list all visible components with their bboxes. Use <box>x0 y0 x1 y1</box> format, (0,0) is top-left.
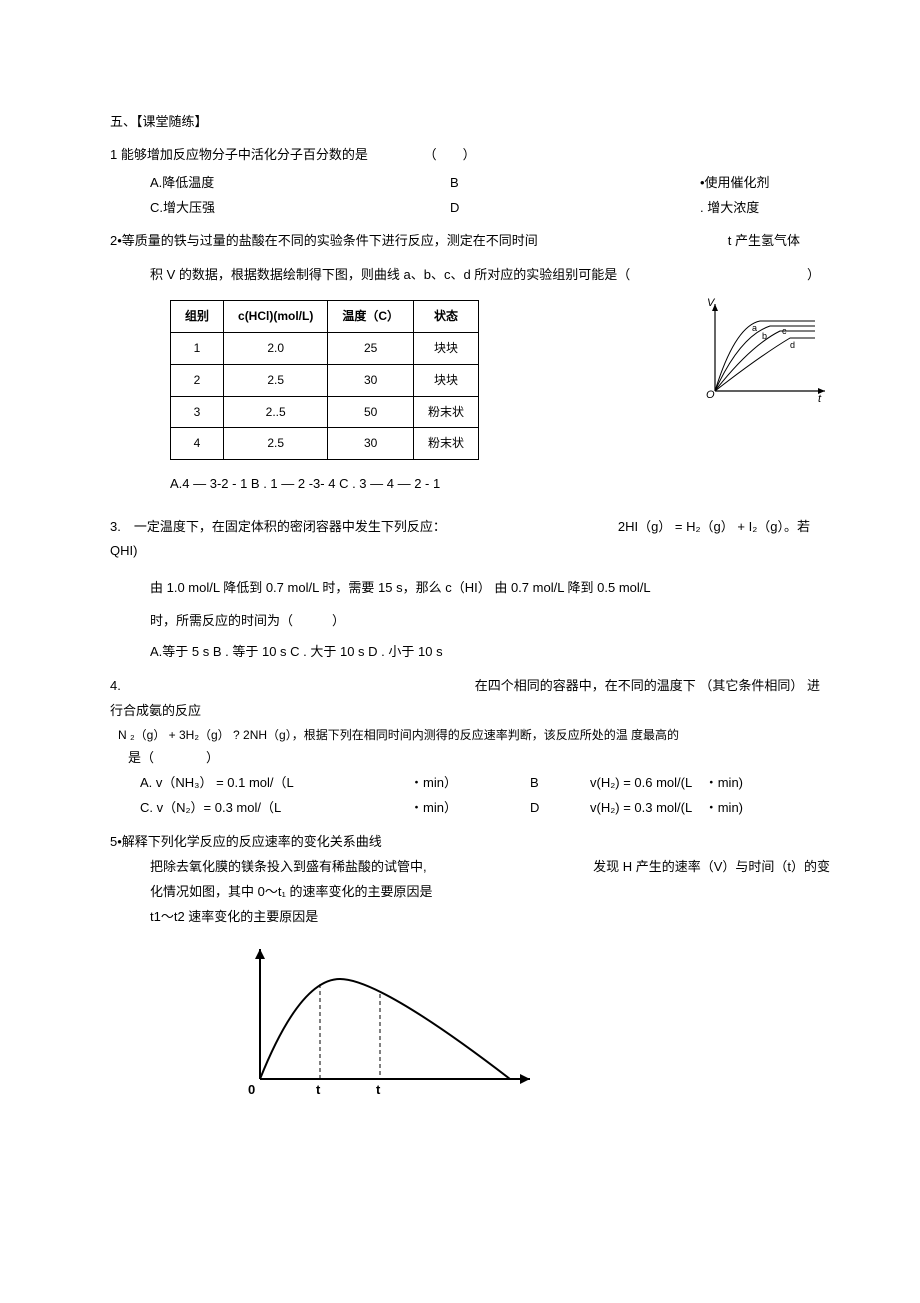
cell: 粉末状 <box>414 428 479 460</box>
q4-tail: 是（ ） <box>128 746 830 771</box>
q3-stem-c: QHI) <box>110 539 830 564</box>
cell: 2.0 <box>224 332 328 364</box>
cell: 粉末状 <box>414 396 479 428</box>
q3-line2: 由 1.0 mol/L 降低到 0.7 mol/L 时，需要 15 s，那么 c… <box>150 576 830 601</box>
q4-eq: N ₂（g） + 3H₂（g） ? 2NH（g），根据下列在相同时间内测得的反应… <box>118 724 830 747</box>
q4-b-text: v(H₂) = 0.6 mol/(L ・min) <box>590 771 830 796</box>
q5-l1a: 把除去氧化膜的镁条投入到盛有稀盐酸的试管中, <box>150 855 427 880</box>
q1-opt-d-label: D <box>450 196 560 221</box>
curve-b: b <box>762 331 767 341</box>
q2-table: 组别 c(HCl)(mol/L) 温度（C） 状态 12.025块块 22.53… <box>170 300 479 460</box>
cell: 块块 <box>414 332 479 364</box>
q1-opt-d-text: . 增大浓度 <box>700 196 759 221</box>
q2-stem2a: 积 V 的数据，根据数据绘制得下图，则曲线 a、b、c、d 所对应的实验组别可能… <box>150 263 630 288</box>
question-1: 1 能够增加反应物分子中活化分子百分数的是 （ ） A.降低温度 B •使用催化… <box>110 143 830 221</box>
cell: 2.5 <box>224 428 328 460</box>
q5-stem: 5•解释下列化学反应的反应速率的变化关系曲线 <box>110 830 830 855</box>
cell: 2 <box>171 364 224 396</box>
x1: t <box>316 1082 321 1097</box>
q1-opt-a: A.降低温度 <box>150 171 310 196</box>
curve-c: c <box>782 326 787 336</box>
q1-opt-b-text: •使用催化剂 <box>700 171 770 196</box>
q4-stem-right: 在四个相同的容器中，在不同的温度下 （其它条件相同） 进 <box>475 674 820 699</box>
curve-d: d <box>790 340 795 350</box>
svg-text:O: O <box>706 389 715 401</box>
q2-stem1a: 2•等质量的铁与过量的盐酸在不同的实验条件下进行反应，测定在不同时间 <box>110 229 538 254</box>
cell: 3 <box>171 396 224 428</box>
cell: 1 <box>171 332 224 364</box>
q2-stem2b: ） <box>807 263 820 288</box>
xlabel: t <box>818 393 822 405</box>
question-2: 2•等质量的铁与过量的盐酸在不同的实验条件下进行反应，测定在不同时间 t 产生氢… <box>110 229 830 497</box>
q4-c-left: C. v（N₂）= 0.3 mol/（L <box>140 796 410 821</box>
q3-line3: 时，所需反应的时间为（ ） <box>150 609 830 634</box>
q5-l2: 化情况如图，其中 0〜t₁ 的速率变化的主要原因是 <box>150 880 830 905</box>
q4-d-text: v(H₂) = 0.3 mol/(L ・min) <box>590 796 830 821</box>
q5-l1b: 发现 H 产生的速率（V）与时间（t）的变 <box>593 855 830 880</box>
q4-stem-cont: 行合成氨的反应 <box>110 699 830 724</box>
x0: 0 <box>248 1082 255 1097</box>
question-5: 5•解释下列化学反应的反应速率的变化关系曲线 把除去氧化膜的镁条投入到盛有稀盐酸… <box>110 830 830 1099</box>
q3-stem-a: 3. 一定温度下，在固定体积的密闭容器中发生下列反应： <box>110 515 446 540</box>
cell: 30 <box>328 364 414 396</box>
cell: 2..5 <box>224 396 328 428</box>
th-temp: 温度（C） <box>328 301 414 333</box>
th-state: 状态 <box>414 301 479 333</box>
cell: 50 <box>328 396 414 428</box>
th-c: c(HCl)(mol/L) <box>224 301 328 333</box>
q4-num: 4. <box>110 674 121 699</box>
section-title: 五、【课堂随练】 <box>110 110 830 135</box>
cell: 块块 <box>414 364 479 396</box>
q4-d-label: D <box>530 796 590 821</box>
q1-opt-c: C.增大压强 <box>150 196 310 221</box>
q1-blank: （ ） <box>424 143 476 168</box>
question-3: 3. 一定温度下，在固定体积的密闭容器中发生下列反应： 2HI（g） = H₂（… <box>110 515 830 664</box>
cell: 30 <box>328 428 414 460</box>
q1-stem: 1 能够增加反应物分子中活化分子百分数的是 <box>110 143 420 168</box>
th-group: 组别 <box>171 301 224 333</box>
q2-options: A.4 — 3-2 - 1 B . 1 — 2 -3- 4 C . 3 — 4 … <box>170 472 830 497</box>
cell: 25 <box>328 332 414 364</box>
q5-l3: t1〜t2 速率变化的主要原因是 <box>150 905 830 930</box>
curve-a: a <box>752 323 757 333</box>
q3-stem-b: 2HI（g） = H₂（g） + I₂（g）。若 <box>618 515 810 540</box>
cell: 2.5 <box>224 364 328 396</box>
q4-b-label: B <box>530 771 590 796</box>
q4-c-mid: ・min） <box>410 796 530 821</box>
q3-opts: A.等于 5 s B . 等于 10 s C . 大于 10 s D . 小于 … <box>150 640 830 665</box>
q4-a-left: A. v（NH₃） = 0.1 mol/（L <box>140 771 410 796</box>
q1-opt-b-label: B <box>450 171 560 196</box>
q4-a-mid: ・min） <box>410 771 530 796</box>
q2-chart: V t O a b c d <box>700 296 830 406</box>
q5-chart: 0 t t <box>230 939 550 1099</box>
q2-stem1b: t 产生氢气体 <box>728 229 800 254</box>
x2: t <box>376 1082 381 1097</box>
question-4: 4. 在四个相同的容器中，在不同的温度下 （其它条件相同） 进 行合成氨的反应 … <box>110 674 830 820</box>
cell: 4 <box>171 428 224 460</box>
